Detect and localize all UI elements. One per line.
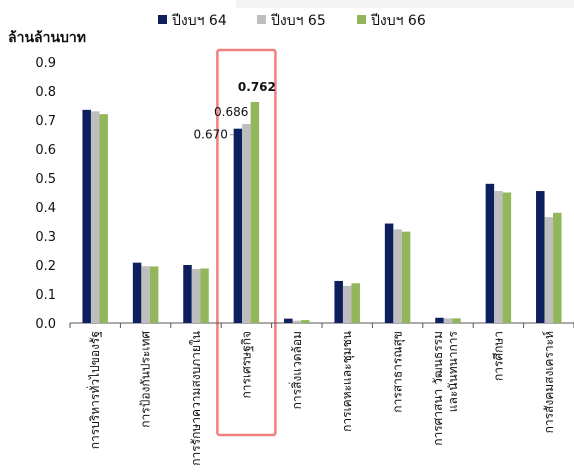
data-label: 0.762 (238, 80, 276, 94)
x-category-label-line: การศาสนา วัฒนธรรม (431, 331, 445, 446)
bar (149, 266, 159, 323)
bar (443, 318, 453, 323)
bar (183, 265, 192, 323)
bar (393, 229, 402, 323)
y-tick-label: 0.7 (35, 114, 56, 129)
legend-label: ปีงบฯ 66 (371, 13, 426, 29)
x-category-label: การศึกษา (491, 331, 505, 381)
bar (502, 192, 512, 323)
bar (435, 317, 444, 323)
x-category-label: การสาธารณสุข (391, 331, 406, 413)
y-tick-label: 0.5 (35, 172, 56, 187)
bar (342, 285, 352, 323)
y-unit-label: ล้านล้านบาท (8, 30, 86, 46)
bar (301, 320, 310, 323)
x-category-label: การศาสนา วัฒนธรรมและนันทนาการ (431, 330, 460, 445)
bar (494, 191, 503, 323)
bar (292, 320, 302, 323)
bar (191, 269, 201, 323)
bar (82, 109, 91, 323)
bar (544, 217, 554, 323)
x-category-label-line: การรักษาความสงบภายใน (189, 331, 203, 466)
bar (334, 280, 343, 323)
bar (90, 111, 100, 323)
bar (99, 114, 108, 323)
y-tick-label: 0.0 (35, 317, 56, 332)
y-tick-label: 0.4 (35, 201, 56, 216)
y-tick-label: 0.3 (35, 230, 56, 245)
bar (284, 318, 293, 323)
bar (553, 212, 562, 323)
bar (452, 318, 461, 323)
bar (233, 128, 243, 323)
y-tick-label: 0.6 (35, 143, 56, 158)
legend-label: ปีงบฯ 64 (172, 13, 227, 29)
bar (200, 268, 209, 323)
bar (250, 102, 260, 324)
legend-swatch (257, 15, 266, 24)
x-category-label: การบริหารทั่วไปของรัฐ (86, 331, 102, 449)
x-category-label-line: การป้องกันประเทศ (139, 331, 153, 428)
x-category-label: การป้องกันประเทศ (139, 331, 153, 428)
highlight-box (216, 48, 277, 437)
x-category-label-line: การเศรษฐกิจ (239, 331, 253, 398)
x-category-label: การเคหะและชุมชน (340, 331, 355, 432)
data-label: 0.670 (194, 128, 228, 142)
x-category-label: การสิ่งแวดล้อม (288, 331, 304, 409)
x-category-label-line: การสังคมสงเคราะห์ (542, 331, 556, 434)
x-category-label: การรักษาความสงบภายใน (189, 331, 203, 466)
data-label: 0.686 (214, 105, 248, 119)
header-band (236, 0, 574, 8)
bar (242, 124, 251, 323)
legend-swatch (357, 15, 366, 24)
x-category-label-line: การสาธารณสุข (391, 331, 406, 413)
legend-label: ปีงบฯ 65 (271, 13, 326, 29)
bar (351, 283, 360, 323)
bar (141, 266, 150, 323)
x-category-label-line: การเคหะและชุมชน (340, 331, 355, 432)
x-category-label-line: และนันทนาการ (446, 330, 460, 412)
x-category-label-line: การสิ่งแวดล้อม (288, 331, 304, 409)
y-tick-label: 0.8 (35, 85, 56, 100)
bar (401, 231, 411, 323)
y-tick-label: 0.9 (35, 56, 56, 71)
x-category-label: การเศรษฐกิจ (239, 331, 253, 398)
legend-swatch (158, 15, 167, 24)
y-tick-label: 0.1 (35, 288, 56, 303)
bar (536, 191, 545, 323)
bar (384, 223, 394, 323)
x-category-label-line: การศึกษา (491, 331, 505, 381)
x-category-label: การสังคมสงเคราะห์ (542, 331, 556, 434)
x-category-label-line: การบริหารทั่วไปของรัฐ (86, 331, 102, 449)
bar (485, 183, 495, 323)
y-tick-label: 0.2 (35, 259, 56, 274)
bar (132, 262, 142, 323)
